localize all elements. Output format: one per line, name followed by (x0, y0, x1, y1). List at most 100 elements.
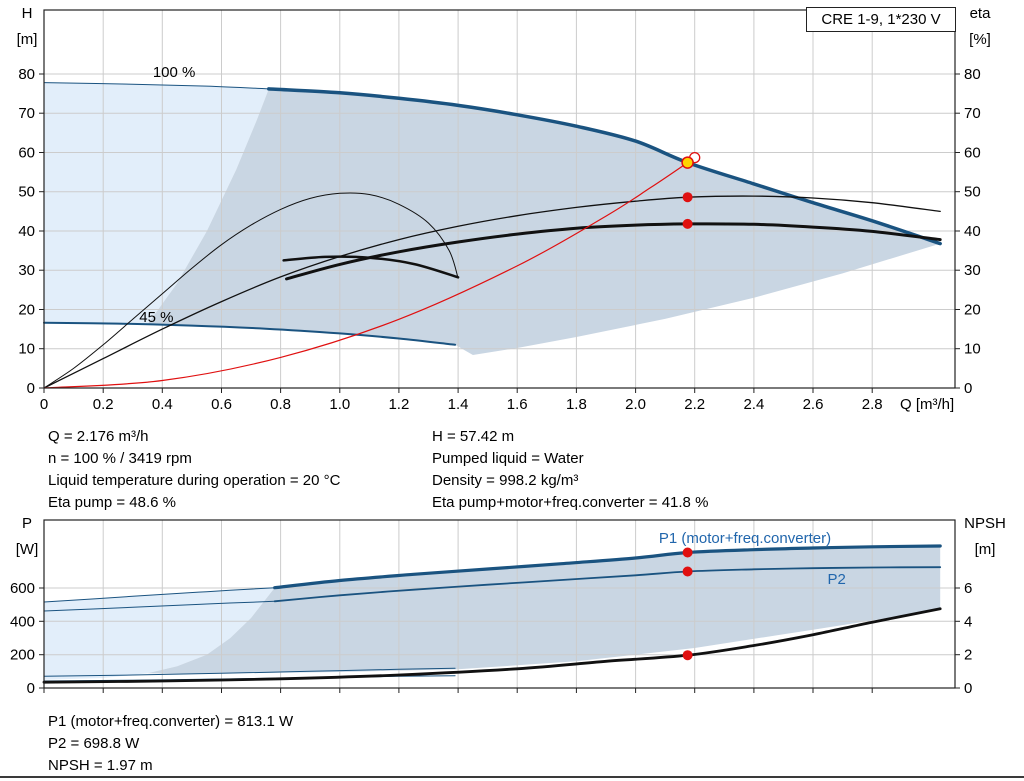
p2-curve (273, 566, 942, 603)
power-envelope-light (44, 587, 275, 680)
qh-curve-100pct (267, 87, 942, 246)
p2-ext (43, 600, 276, 612)
p-axis-title-line1: [W] (16, 541, 39, 558)
power-npsh-chart-ticks (39, 587, 960, 693)
info-liquid: Pumped liquid = Water (432, 450, 584, 467)
pump-model-box: CRE 1-9, 1*230 V (806, 7, 956, 32)
svg-text:10: 10 (18, 341, 35, 358)
q-axis-title-line0: Q [m³/h] (900, 396, 954, 413)
svg-text:50: 50 (964, 184, 981, 201)
qh-eta-chart: 0 0.2 0.4 0.6 0.8 1.0 1.2 1.4 1.6 1.8 2.0 2.2 2.4 2.6… (17, 5, 992, 413)
qh-eta-chart-tick-labels: 0 0.2 0.4 0.6 0.8 1.0 1.2 1.4 1.6 1.8 2.0 2.2 2.4 2.6… (18, 66, 980, 413)
h-axis-title-line1: [m] (17, 31, 38, 48)
envelope-dark (147, 88, 941, 356)
svg-text:70: 70 (18, 105, 35, 122)
eta-axis-title-line1: [%] (969, 31, 991, 48)
system-curve (43, 157, 696, 389)
svg-text:0.2: 0.2 (93, 396, 114, 413)
p1-curve (273, 544, 942, 590)
svg-text:4: 4 (964, 613, 972, 630)
power-npsh-chart: 0 200 400 600 0 2 4 6 P [W] NPSH [m] P1 (motor+freq.… (10, 515, 1006, 697)
svg-text:80: 80 (18, 66, 35, 83)
qh-eta-chart-ticks (39, 73, 960, 393)
qh-curve-45pct (43, 321, 457, 346)
svg-text:80: 80 (964, 66, 981, 83)
svg-text:0: 0 (27, 380, 35, 397)
bottom-divider (0, 776, 1024, 778)
svg-text:200: 200 (10, 647, 35, 664)
svg-text:1.2: 1.2 (388, 396, 409, 413)
duty-point (681, 156, 694, 169)
svg-text:1.8: 1.8 (566, 396, 587, 413)
info-temperature: Liquid temperature during operation = 20… (48, 472, 341, 489)
eta-pump-point (682, 192, 693, 203)
svg-text:10: 10 (964, 341, 981, 358)
eta-pump-45pct (43, 192, 459, 389)
svg-text:400: 400 (10, 613, 35, 630)
label-p1: P1 (motor+freq.converter) (659, 530, 831, 547)
svg-text:40: 40 (18, 223, 35, 240)
p1-ext (43, 587, 276, 603)
svg-text:20: 20 (18, 302, 35, 319)
svg-text:70: 70 (964, 105, 981, 122)
npsh-point (682, 650, 693, 661)
npsh-axis-title-line0: NPSH (964, 515, 1006, 532)
p2-point (682, 566, 693, 577)
svg-text:2.2: 2.2 (684, 396, 705, 413)
svg-text:0: 0 (964, 680, 972, 697)
svg-text:2.8: 2.8 (862, 396, 883, 413)
svg-text:0.6: 0.6 (211, 396, 232, 413)
eta-axis-title-line0: eta (970, 5, 992, 22)
svg-text:0: 0 (40, 396, 48, 413)
label-45pct: 45 % (139, 309, 173, 326)
npsh-axis-title-line1: [m] (975, 541, 996, 558)
svg-text:0: 0 (964, 380, 972, 397)
svg-text:20: 20 (964, 302, 981, 319)
label-100pct: 100 % (153, 64, 196, 81)
svg-text:0.8: 0.8 (270, 396, 291, 413)
p-axis-title-line0: P (22, 515, 32, 532)
h-axis-title-line0: H (22, 5, 33, 22)
power-npsh-chart-frame (43, 519, 956, 689)
svg-text:60: 60 (18, 145, 35, 162)
info-npsh: NPSH = 1.97 m (48, 757, 153, 774)
power-npsh-chart-grid (44, 520, 955, 688)
qh-curve-100pct-ext (43, 82, 270, 90)
svg-text:2.0: 2.0 (625, 396, 646, 413)
svg-text:0: 0 (27, 680, 35, 697)
svg-text:60: 60 (964, 145, 981, 162)
svg-text:30: 30 (964, 262, 981, 279)
svg-text:2.6: 2.6 (803, 396, 824, 413)
eta-pump-100pct (43, 195, 941, 389)
info-flow: Q = 2.176 m³/h (48, 428, 149, 445)
svg-text:30: 30 (18, 262, 35, 279)
svg-text:1.4: 1.4 (448, 396, 469, 413)
label-p2: P2 (828, 571, 846, 588)
info-head: H = 57.42 m (432, 428, 515, 445)
svg-text:1.6: 1.6 (507, 396, 528, 413)
svg-text:50: 50 (18, 184, 35, 201)
eta-total-point (682, 218, 693, 229)
qh-eta-chart-frame (43, 9, 956, 389)
info-eta-total: Eta pump+motor+freq.converter = 41.8 % (432, 494, 709, 511)
svg-text:1.0: 1.0 (329, 396, 350, 413)
svg-text:2: 2 (964, 647, 972, 664)
info-speed: n = 100 % / 3419 rpm (48, 450, 192, 467)
info-density: Density = 998.2 kg/m³ (432, 472, 579, 489)
info-p2: P2 = 698.8 W (48, 735, 140, 752)
power-npsh-chart-tick-labels: 0 200 400 600 0 2 4 6 (10, 580, 972, 697)
pump-model-label: CRE 1-9, 1*230 V (821, 11, 941, 28)
envelope-light (44, 82, 269, 325)
p1-point (682, 547, 693, 558)
svg-text:2.4: 2.4 (743, 396, 764, 413)
power-envelope-dark (147, 546, 941, 674)
info-eta-pump: Eta pump = 48.6 % (48, 494, 176, 511)
svg-text:6: 6 (964, 580, 972, 597)
eta-total-45pct (282, 255, 460, 279)
p1-45pct (43, 667, 456, 677)
info-p1: P1 (motor+freq.converter) = 813.1 W (48, 713, 294, 730)
npsh-curve (42, 607, 942, 684)
svg-text:0.4: 0.4 (152, 396, 173, 413)
